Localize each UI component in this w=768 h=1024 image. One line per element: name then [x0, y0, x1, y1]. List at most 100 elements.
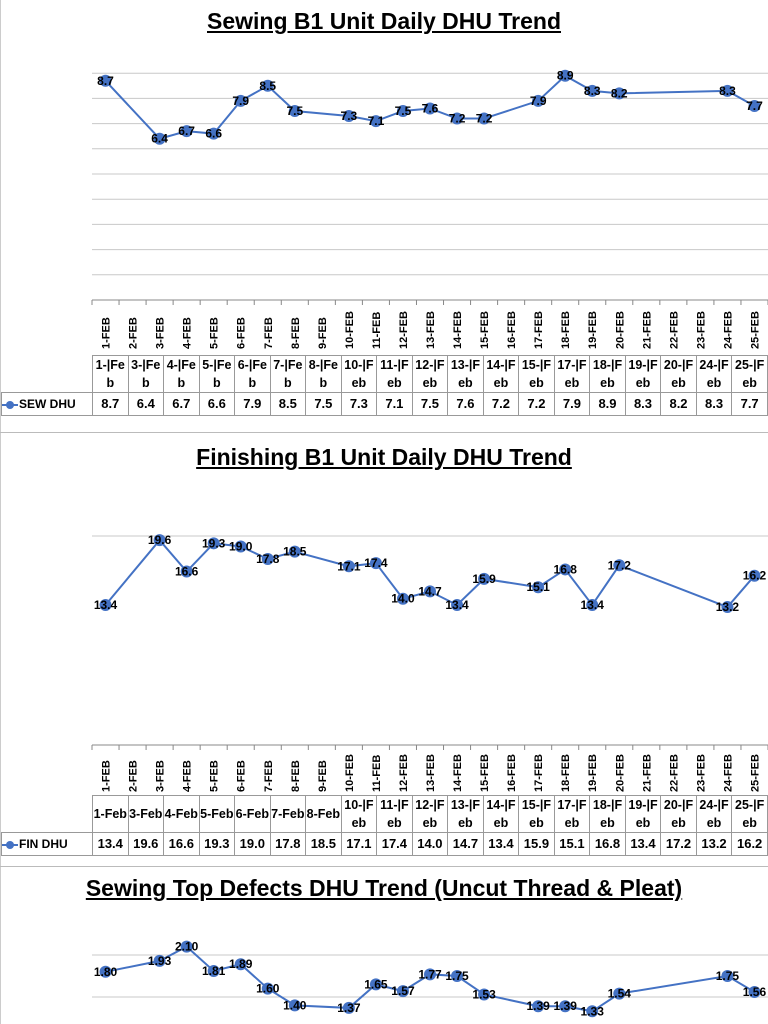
value-cell: 7.3 — [340, 392, 378, 416]
data-point — [369, 978, 382, 991]
date-header-cell: 20-|Feb — [660, 355, 697, 393]
data-point — [369, 115, 382, 128]
value-cell: 14.0 — [411, 832, 449, 856]
value-cell: 16.2 — [731, 832, 768, 856]
data-label: 15.1 — [526, 580, 550, 594]
x-tick-label: 24-FEB — [722, 754, 734, 792]
x-tick-label: 14-FEB — [452, 754, 464, 792]
value-cell: 7.5 — [305, 392, 342, 416]
data-label: 8.2 — [611, 86, 628, 100]
date-header-cell: 19-|Feb — [624, 795, 662, 833]
x-tick-label: 1-FEB — [101, 760, 113, 792]
finishing-data-table: 1-Feb 3-Feb 4-Feb 5-Feb 6-Feb 7-Feb 8-Feb 10-|F… — [1, 795, 768, 856]
data-label: 16.8 — [554, 562, 578, 576]
data-point — [451, 598, 464, 611]
value-cell: 8.3 — [695, 392, 733, 416]
x-tick-label: 7-FEB — [263, 317, 275, 349]
data-label: 6.6 — [205, 127, 222, 141]
value-cell: 17.4 — [376, 832, 413, 856]
x-tick-label: 9-FEB — [317, 317, 329, 349]
value-cell: 7.2 — [518, 392, 555, 416]
data-label: 8.9 — [557, 69, 574, 83]
x-tick-label: 11-FEB — [371, 312, 383, 349]
x-tick-label: 17-FEB — [533, 311, 545, 349]
value-cell: 15.9 — [518, 832, 555, 856]
value-cell: 8.3 — [624, 392, 662, 416]
data-label: 1.93 — [148, 954, 172, 968]
data-point — [342, 110, 355, 123]
data-point — [369, 557, 382, 570]
x-tick-label: 15-FEB — [479, 311, 491, 349]
data-label: 13.4 — [94, 598, 118, 612]
date-header-cell: 8-Feb — [305, 795, 342, 833]
value-cell: 8.5 — [269, 392, 307, 416]
date-header-cell: 15-|Feb — [518, 795, 555, 833]
data-point — [586, 84, 599, 97]
data-label: 16.2 — [743, 569, 767, 583]
date-header-cell: 7-|Feb — [269, 355, 307, 393]
data-label: 1.75 — [445, 969, 469, 983]
data-label: 1.56 — [743, 985, 767, 999]
x-tick-label: 10-FEB — [344, 311, 356, 349]
x-tick-label: 8-FEB — [290, 760, 302, 792]
x-tick-label: 5-FEB — [209, 760, 221, 792]
x-tick-label: 10-FEB — [344, 754, 356, 792]
date-header-cell: 14-|Feb — [482, 355, 520, 393]
date-header-cell: 12-|Feb — [411, 795, 449, 833]
value-cell: 6.4 — [127, 392, 165, 416]
data-point — [99, 965, 112, 978]
date-header-cell: 17-|Feb — [553, 355, 591, 393]
data-point — [478, 988, 491, 1001]
x-tick-label: 17-FEB — [533, 754, 545, 792]
x-tick-label: 21-FEB — [641, 311, 653, 349]
data-label: 1.81 — [202, 964, 226, 978]
data-point — [721, 601, 734, 614]
x-tick-label: 22-FEB — [668, 311, 680, 349]
x-tick-label: 4-FEB — [182, 760, 194, 792]
data-point — [207, 964, 220, 977]
data-point — [180, 940, 193, 953]
data-label: 1.37 — [337, 1001, 361, 1015]
value-cell: 7.9 — [553, 392, 591, 416]
data-label: 17.2 — [608, 558, 632, 572]
legend-series: SEW DHU — [1, 392, 93, 416]
value-cell: 18.5 — [305, 832, 342, 856]
data-label: 19.0 — [229, 539, 253, 553]
data-label: 1.39 — [526, 999, 550, 1013]
x-tick-label: 19-FEB — [587, 311, 599, 349]
value-cell: 13.4 — [482, 832, 520, 856]
data-label: 7.7 — [746, 99, 763, 113]
section-divider — [0, 432, 768, 433]
data-point — [532, 94, 545, 107]
value-cell: 19.0 — [234, 832, 271, 856]
data-label: 13.4 — [445, 598, 469, 612]
x-tick-label: 16-FEB — [506, 754, 518, 792]
data-point — [532, 1000, 545, 1013]
data-point — [559, 563, 572, 576]
value-cell: 6.7 — [163, 392, 200, 416]
sewing-dhu-chart: 1-FEB 2-FEB 3-FEB 4-FEB 5-FEB 6-FEB 7-FEB 8-FEB… — [91, 69, 768, 349]
data-point — [478, 112, 491, 125]
data-label: 1.65 — [364, 977, 388, 991]
data-point — [207, 537, 220, 550]
data-label: 7.6 — [422, 101, 439, 115]
data-label: 8.3 — [719, 84, 736, 98]
data-point — [451, 970, 464, 982]
data-point — [613, 559, 626, 572]
value-cell: 8.9 — [589, 392, 626, 416]
data-point — [99, 74, 112, 87]
x-tick-label: 22-FEB — [668, 754, 680, 792]
data-label: 19.3 — [202, 536, 226, 550]
legend-series: FIN DHU — [1, 832, 93, 856]
data-label: 13.2 — [716, 600, 740, 614]
data-label: 7.2 — [449, 112, 466, 126]
data-label: 8.7 — [97, 74, 114, 88]
value-cell: 7.6 — [447, 392, 484, 416]
value-cell: 15.1 — [553, 832, 591, 856]
data-point — [748, 569, 761, 582]
data-label: 15.9 — [472, 572, 496, 586]
x-tick-label: 15-FEB — [479, 754, 491, 792]
data-point — [288, 545, 301, 558]
data-point — [478, 572, 491, 585]
